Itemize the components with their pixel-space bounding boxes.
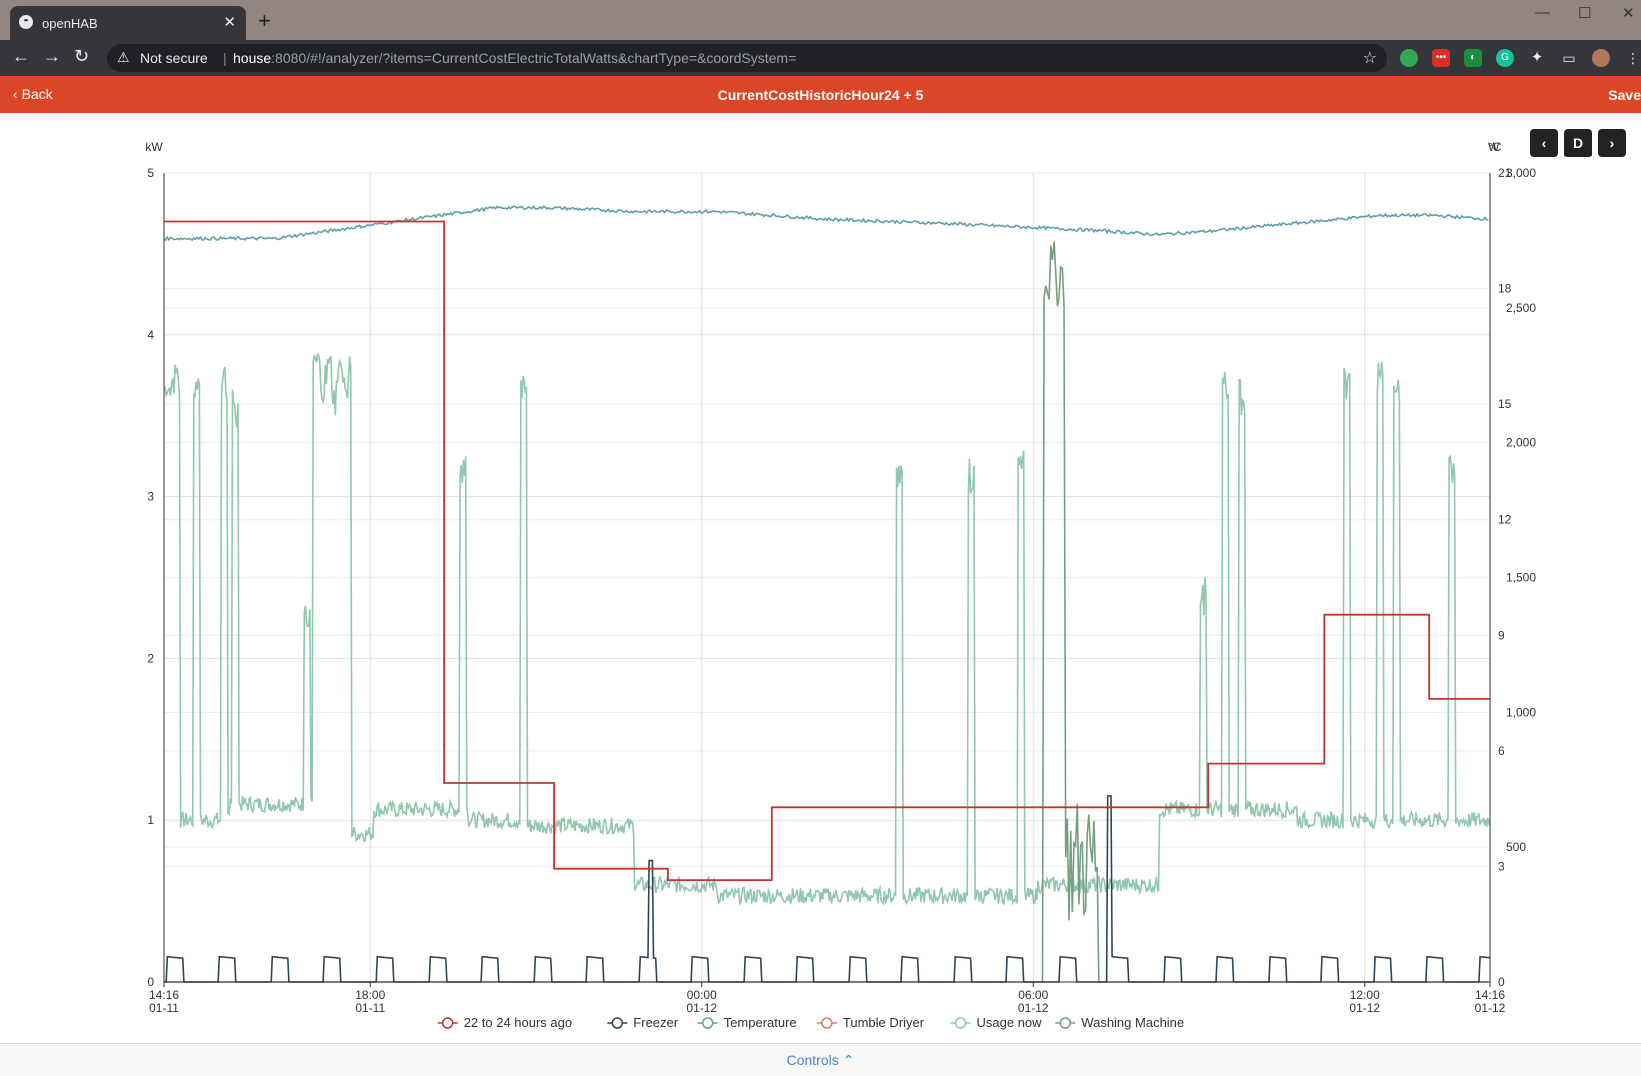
- save-button[interactable]: Save: [1608, 87, 1641, 103]
- y-tick-watts: 2,000: [1506, 436, 1536, 450]
- y-tick-watts: 1,500: [1506, 571, 1536, 585]
- profile-avatar[interactable]: [1592, 49, 1610, 67]
- tab-close-icon[interactable]: ✕: [223, 14, 236, 31]
- x-tick-date: 01-11: [149, 1001, 179, 1015]
- x-tick-time: 00:00: [687, 988, 717, 1002]
- x-tick-date: 01-12: [1349, 1001, 1380, 1015]
- browser-tab[interactable]: ◓ openHAB ✕: [10, 6, 246, 40]
- tab-title: openHAB: [42, 16, 98, 31]
- chevron-left-icon: ‹: [13, 86, 22, 102]
- back-button[interactable]: ‹ Back: [13, 86, 53, 102]
- url-path: :8080/#!/analyzer/?items=CurrentCostElec…: [271, 50, 797, 66]
- x-tick-date: 01-12: [686, 1001, 717, 1015]
- y-tick-kw: 4: [147, 328, 154, 342]
- url-host: house: [233, 50, 272, 66]
- x-tick-time: 06:00: [1018, 988, 1048, 1002]
- extensions-puzzle-icon[interactable]: ✦: [1530, 49, 1544, 66]
- period-day-button[interactable]: D: [1564, 129, 1592, 159]
- bookmark-star-icon[interactable]: ☆: [1362, 50, 1377, 67]
- right-axis-unit-watts: W: [1488, 140, 1500, 154]
- x-tick-time: 12:00: [1350, 988, 1380, 1002]
- next-period-button[interactable]: ›: [1598, 129, 1626, 157]
- y-tick-celsius: 18: [1498, 282, 1512, 296]
- x-tick-date: 01-12: [1475, 1001, 1506, 1015]
- menu-kebab-icon[interactable]: ⋮: [1626, 50, 1640, 66]
- reload-icon[interactable]: ↻: [74, 46, 90, 66]
- y-tick-kw: 2: [147, 651, 154, 665]
- new-tab-button[interactable]: +: [258, 8, 271, 33]
- extension-toggle-icon[interactable]: ◐: [1464, 49, 1482, 67]
- grammarly-icon[interactable]: G: [1496, 49, 1514, 67]
- legend-marker: [821, 1017, 833, 1029]
- y-tick-kw: 0: [147, 975, 154, 989]
- x-tick-time: 14:16: [149, 988, 179, 1002]
- browser-toolbar: ← → ↻ ⚠ Not secure | house:8080/#!/analy…: [0, 40, 1641, 76]
- legend-label: Usage now: [977, 1015, 1043, 1030]
- close-window-icon[interactable]: ✕: [1622, 5, 1635, 22]
- left-axis-unit: kW: [145, 140, 163, 154]
- y-tick-kw: 5: [147, 166, 154, 180]
- legend-label: Temperature: [724, 1015, 797, 1030]
- app-header: ‹ Back CurrentCostHistoricHour24 + 5 Sav…: [0, 76, 1641, 113]
- y-tick-watts: 2,500: [1506, 301, 1536, 315]
- chart-grid: [164, 172, 1490, 983]
- y-tick-watts: 3,000: [1506, 166, 1536, 180]
- y-tick-celsius: 9: [1498, 628, 1505, 642]
- page-title: CurrentCostHistoricHour24 + 5: [717, 87, 924, 103]
- extension-red-icon[interactable]: •••: [1432, 49, 1450, 67]
- chart-axes: 012345369121518215001,0001,5002,0002,500…: [145, 140, 1536, 1015]
- right-axis-unit-celsius: °C: [1488, 140, 1502, 154]
- back-nav-icon[interactable]: ←: [12, 46, 30, 66]
- security-label[interactable]: Not secure: [140, 50, 208, 66]
- warning-icon[interactable]: ⚠: [117, 49, 130, 65]
- legend-marker: [441, 1017, 454, 1029]
- y-tick-watts: 500: [1506, 840, 1526, 854]
- address-bar[interactable]: ⚠ Not secure | house:8080/#!/analyzer/?i…: [107, 44, 1387, 72]
- forward-nav-icon[interactable]: →: [43, 46, 61, 66]
- y-tick-celsius: 12: [1498, 513, 1512, 527]
- x-tick-date: 01-12: [1018, 1001, 1049, 1015]
- series-freezer: [164, 795, 1491, 983]
- maximize-window-icon[interactable]: ☐: [1578, 5, 1592, 22]
- legend-marker: [954, 1017, 967, 1029]
- legend-marker: [1059, 1017, 1072, 1029]
- series-22-to-24-hours-ago: [164, 220, 1490, 881]
- back-label: Back: [21, 86, 53, 102]
- cast-icon[interactable]: ▭: [1562, 50, 1576, 66]
- extension-green-icon[interactable]: [1400, 49, 1418, 67]
- previous-period-button[interactable]: ‹: [1530, 129, 1558, 157]
- y-tick-watts: 1,000: [1506, 705, 1536, 719]
- url-text[interactable]: house:8080/#!/analyzer/?items=CurrentCos…: [233, 50, 796, 66]
- legend-marker: [611, 1017, 624, 1029]
- legend-label: Tumble Driyer: [843, 1015, 925, 1030]
- minimize-window-icon[interactable]: —: [1535, 4, 1550, 21]
- chart-series: [163, 204, 1491, 983]
- x-tick-time: 18:00: [355, 988, 385, 1002]
- legend-label: Freezer: [633, 1015, 678, 1030]
- x-tick-date: 01-11: [355, 1001, 385, 1015]
- controls-label: Controls: [786, 1052, 839, 1068]
- legend-label: Washing Machine: [1081, 1015, 1184, 1030]
- legend-label: 22 to 24 hours ago: [464, 1015, 572, 1030]
- controls-toggle[interactable]: Controls ⌃: [0, 1043, 1641, 1076]
- legend-marker: [701, 1017, 714, 1029]
- series-washing-machine: [164, 241, 1489, 983]
- series-temperature: [163, 204, 1489, 242]
- chart-legend[interactable]: 22 to 24 hours ago Freezer Temperature Tumb…: [437, 1015, 1184, 1030]
- y-tick-kw: 1: [147, 813, 154, 827]
- openhab-favicon-icon: ◓: [19, 15, 33, 29]
- y-tick-celsius: 3: [1498, 859, 1505, 873]
- y-tick-celsius: 15: [1498, 397, 1512, 411]
- y-tick-kw: 3: [147, 490, 154, 504]
- y-tick-right-zero: 0: [1498, 975, 1505, 989]
- analyzer-chart[interactable]: 012345369121518215001,0001,5002,0002,500…: [0, 113, 1641, 1043]
- address-separator: |: [223, 50, 227, 66]
- x-tick-time: 14:16: [1475, 988, 1505, 1002]
- y-tick-celsius: 21: [1498, 166, 1512, 180]
- y-tick-celsius: 6: [1498, 744, 1505, 758]
- browser-tab-bar: ◓ openHAB ✕ + — ☐ ✕: [0, 0, 1641, 40]
- chevron-up-icon: ⌃: [842, 1052, 855, 1068]
- series-usage-now: [163, 352, 1491, 906]
